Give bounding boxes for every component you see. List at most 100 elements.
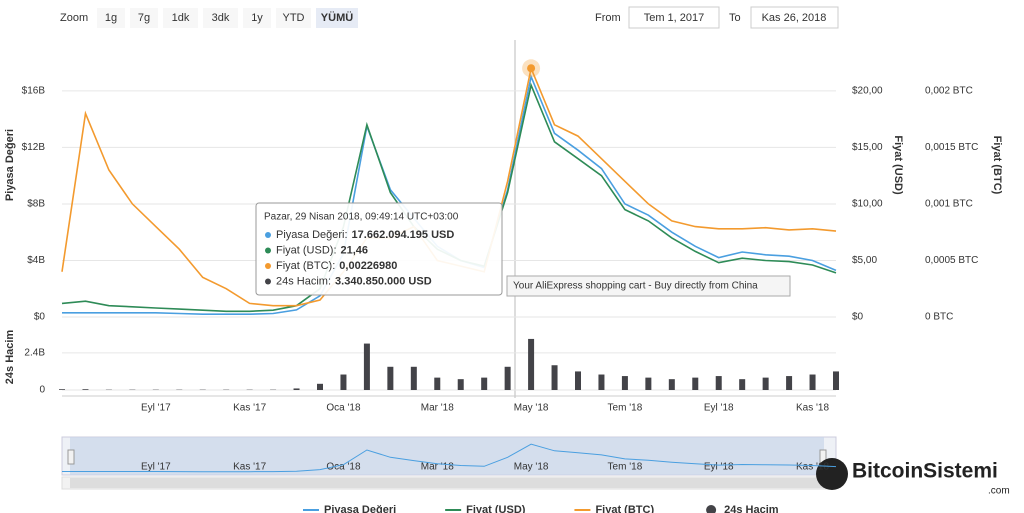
volume-bar [692, 377, 699, 390]
range-button-label[interactable]: YTD [283, 12, 305, 24]
watermark-suffix: .com [988, 486, 1010, 497]
volume-bar [481, 377, 488, 390]
range-button[interactable] [203, 8, 238, 28]
y-tick-label: $0 [34, 312, 46, 323]
y-tick-label: $20,00 [852, 86, 883, 97]
tooltip-row: Fiyat (USD): 21,46 [276, 244, 368, 256]
volume-bar [434, 377, 441, 390]
range-button-label[interactable]: YÜMÜ [321, 11, 353, 24]
from-input[interactable] [628, 6, 720, 29]
range-button[interactable] [243, 8, 271, 28]
x-tick-label: Tem '18 [608, 403, 643, 414]
tooltip-value: 0,00226980 [339, 260, 397, 272]
volume-axis-title: 24s Hacim [4, 330, 16, 385]
legend-label[interactable]: 24s Hacim [724, 504, 779, 513]
volume-bar [363, 343, 370, 390]
y-tick-label: $15,00 [852, 142, 883, 153]
range-button[interactable] [97, 8, 125, 28]
navigator-selection[interactable] [70, 437, 824, 475]
to-value[interactable]: Kas 26, 2018 [762, 12, 827, 24]
y3-axis-title: Fiyat (BTC) [991, 136, 1003, 195]
x-tick-label: Kas '18 [796, 403, 829, 414]
legend-symbol[interactable] [706, 505, 717, 513]
tooltip-bullet [265, 232, 271, 238]
range-button-label[interactable]: 3dk [212, 12, 230, 24]
range-button-label[interactable]: 1y [251, 12, 263, 24]
y-tick-label: 0,001 BTC [925, 199, 973, 210]
y-tick-label: $12B [22, 142, 46, 153]
tooltip: Pazar, 29 Nisan 2018, 09:49:14 UTC+03:00… [255, 202, 503, 296]
volume-bar [739, 379, 746, 390]
navigator-label: Eyl '17 [141, 462, 171, 473]
navigator-label: Eyl '18 [704, 462, 734, 473]
navigator-label: Tem '18 [608, 462, 643, 473]
range-button[interactable] [163, 8, 198, 28]
volume-bar [59, 389, 65, 390]
volume-tick-label: 0 [39, 385, 45, 396]
x-tick-label: Mar '18 [421, 403, 454, 414]
volume-bar [598, 374, 605, 390]
watermark-name: BitcoinSistemi [852, 460, 998, 483]
y-tick-label: $5,00 [852, 255, 877, 266]
navigator-label: Kas '18 [796, 462, 829, 473]
volume-bar [833, 371, 839, 390]
y-tick-label: 0,002 BTC [925, 86, 973, 97]
volume-tick-label: 2.4B [24, 347, 45, 358]
tooltip-bullet [265, 278, 271, 285]
hover-tip-box [506, 275, 791, 297]
volume-bar [504, 366, 511, 390]
legend-label[interactable]: Fiyat (USD) [466, 504, 526, 513]
tooltip-label: Piyasa Değeri: [276, 229, 348, 241]
from-value[interactable]: Tem 1, 2017 [644, 12, 705, 24]
watermark: BitcoinSistemi .com [816, 458, 1010, 497]
range-button[interactable] [276, 8, 311, 28]
y-axis-title: Piyasa Değeri [4, 129, 16, 201]
navigator-label: Kas '17 [233, 462, 266, 473]
x-tick-label: Oca '18 [326, 403, 361, 414]
y-tick-label: $10,00 [852, 199, 883, 210]
volume-bar [387, 366, 394, 390]
volume-bar [410, 366, 417, 390]
x-tick-label: Eyl '18 [704, 403, 734, 414]
volume-bar [809, 374, 816, 390]
tooltip-title: Pazar, 29 Nisan 2018, 09:49:14 UTC+03:00 [264, 212, 459, 223]
y-tick-label: 0,0015 BTC [925, 142, 978, 153]
volume-bar [528, 338, 535, 390]
y-tick-label: 0,0005 BTC [925, 255, 978, 266]
range-button[interactable] [316, 8, 358, 28]
volume-bar [317, 383, 323, 390]
range-button-label[interactable]: 7g [138, 12, 150, 24]
range-button-label[interactable]: 1g [105, 12, 117, 24]
hover-point [527, 64, 536, 73]
volume-bar [293, 388, 300, 390]
navigator-label: May '18 [514, 462, 549, 473]
tooltip-box [255, 202, 503, 296]
legend-label[interactable]: Fiyat (BTC) [595, 504, 654, 513]
volume-bar [786, 376, 793, 390]
to-input[interactable] [750, 6, 839, 29]
zoom-label: Zoom [60, 12, 88, 24]
navigator-handle[interactable] [67, 449, 75, 465]
y-tick-label: $16B [22, 86, 46, 97]
range-button-label[interactable]: 1dk [172, 12, 190, 24]
y-tick-label: 0 BTC [925, 312, 953, 323]
volume-bar [715, 376, 722, 390]
navigator-line [62, 443, 837, 473]
tooltip-bullet [265, 263, 271, 269]
legend-label[interactable]: Piyasa Değeri [324, 504, 396, 513]
x-tick-label: Eyl '17 [141, 403, 171, 414]
from-label: From [595, 12, 621, 24]
tooltip-value: 3.340.850.000 USD [335, 275, 432, 287]
y2-axis-title: Fiyat (USD) [892, 135, 904, 195]
y-tick-label: $8B [27, 199, 45, 210]
scrollbar-thumb[interactable] [70, 478, 824, 488]
tooltip-value: 17.662.094.195 USD [352, 229, 455, 241]
volume-bar [340, 374, 347, 390]
volume-bar [645, 377, 652, 390]
tooltip-bullet [265, 247, 271, 254]
y-tick-label: $0 [852, 312, 864, 323]
navigator-label: Mar '18 [421, 462, 454, 473]
range-button[interactable] [130, 8, 158, 28]
